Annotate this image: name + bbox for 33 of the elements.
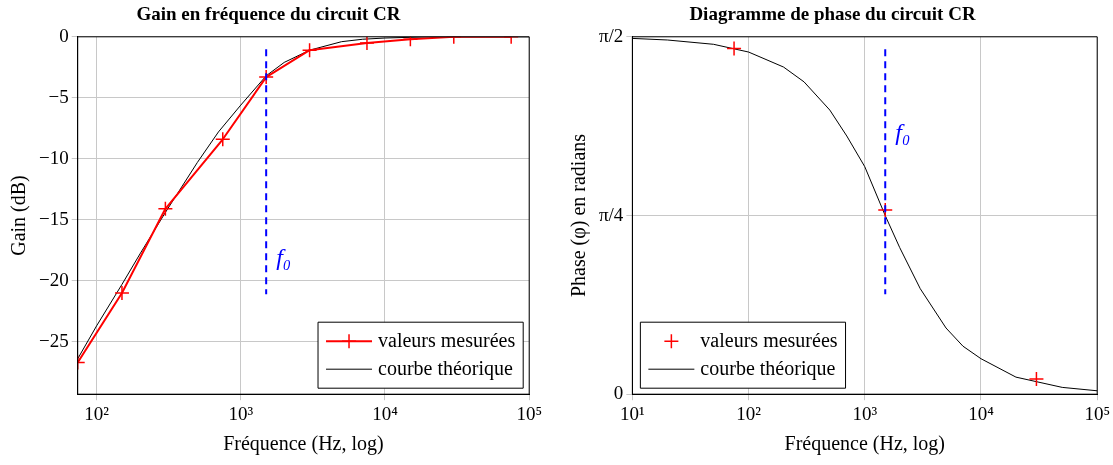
x-tick-label: 10⁴ — [968, 402, 995, 424]
ref-line-label: f₀ — [276, 243, 292, 270]
y-axis-title: Phase (φ) en radians — [567, 133, 591, 298]
legend-label: valeurs mesurées — [700, 329, 838, 352]
y-tick-label: −25 — [39, 329, 69, 351]
y-tick-label: π/2 — [599, 24, 624, 46]
y-tick-label: −20 — [39, 268, 69, 290]
y-tick-label: 0 — [59, 24, 69, 46]
x-tick-label: 10³ — [852, 402, 878, 424]
point — [1028, 371, 1045, 387]
y-tick-label: π/4 — [599, 203, 624, 225]
x-tick-label: 10⁵ — [516, 402, 542, 424]
chart-title: Diagramme de phase du circuit CR — [689, 3, 976, 25]
y-tick-label: −5 — [48, 85, 69, 107]
point — [877, 202, 893, 218]
y-tick-label: −10 — [39, 146, 69, 168]
y-tick-label: 0 — [613, 382, 624, 404]
x-tick-label: 10³ — [228, 402, 254, 424]
x-axis-title: Fréquence (Hz, log) — [223, 432, 384, 456]
x-tick-label: 10¹ — [620, 402, 646, 424]
ref-line-label: f₀ — [895, 118, 911, 145]
x-tick-label: 10⁵ — [1084, 402, 1110, 424]
y-axis-title: Gain (dB) — [7, 175, 31, 256]
y-tick-label: −15 — [39, 207, 69, 229]
x-axis-title: Fréquence (Hz, log) — [784, 432, 946, 456]
legend-label: valeurs mesurées — [378, 329, 516, 352]
x-tick-label: 10² — [84, 402, 110, 424]
point — [726, 40, 742, 57]
legend-label: courbe théorique — [700, 357, 836, 381]
x-tick-label: 10⁴ — [372, 402, 399, 424]
chart-title: Gain en fréquence du circuit CR — [136, 3, 401, 25]
x-tick-label: 10² — [736, 402, 762, 424]
legend-label: courbe théorique — [378, 357, 514, 381]
